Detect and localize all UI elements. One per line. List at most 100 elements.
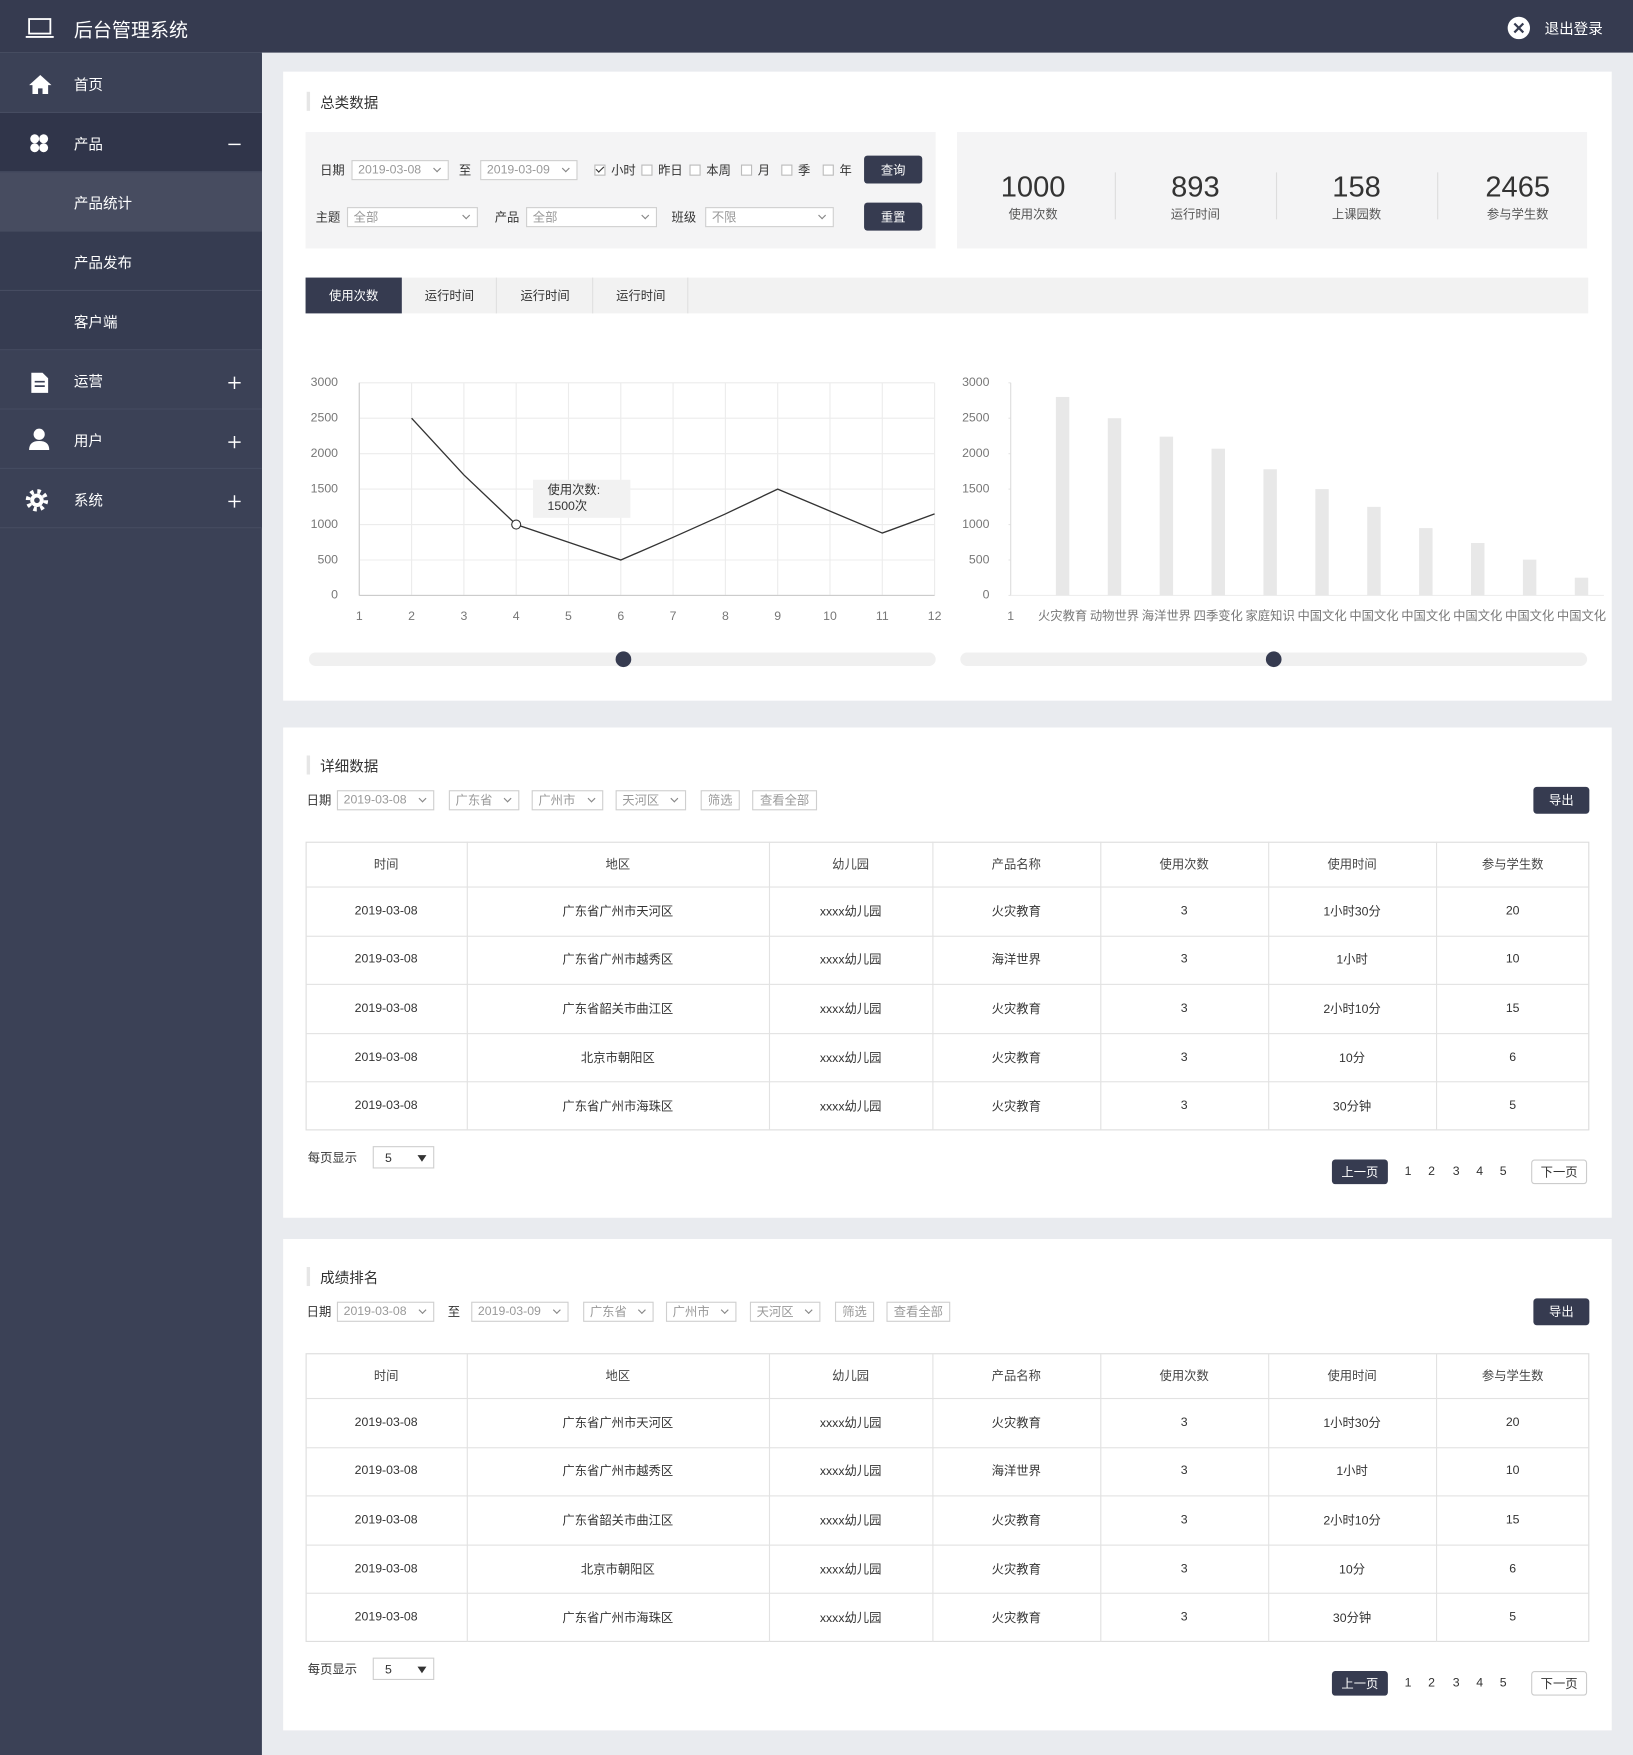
- select[interactable]: [471, 1301, 569, 1322]
- button[interactable]: [834, 1301, 875, 1322]
- tab-label: 使用次数: [329, 289, 379, 304]
- label: 产品: [494, 211, 520, 225]
- table-cell: 2019-03-08: [354, 1513, 418, 1527]
- page-number[interactable]: 3: [1452, 1165, 1460, 1179]
- per-page-select[interactable]: [372, 1657, 435, 1681]
- menu-item[interactable]: [0, 409, 262, 469]
- select[interactable]: [351, 160, 449, 181]
- button[interactable]: [864, 202, 923, 231]
- button[interactable]: [1531, 1159, 1588, 1185]
- button[interactable]: [1531, 1671, 1588, 1696]
- table-cell: 10分: [1339, 1051, 1366, 1066]
- button[interactable]: [1533, 1298, 1590, 1326]
- stat-value: 1000: [1000, 169, 1066, 204]
- button[interactable]: [864, 155, 923, 184]
- per-page-label: 每页显示: [307, 1151, 358, 1166]
- select[interactable]: [346, 207, 478, 228]
- button-label: 下一页: [1540, 1677, 1578, 1692]
- bar: [1471, 542, 1485, 596]
- logout-link[interactable]: 退出登录: [1544, 20, 1603, 38]
- page-number[interactable]: 4: [1476, 1165, 1484, 1179]
- table-cell: 2小时10分: [1323, 1514, 1381, 1528]
- select[interactable]: [583, 1301, 654, 1322]
- label: 季: [798, 164, 811, 178]
- table-cell: xxxx幼儿园: [819, 1465, 882, 1479]
- table-cell: 10分: [1339, 1563, 1366, 1577]
- page-number[interactable]: 5: [1499, 1676, 1507, 1691]
- button[interactable]: [752, 790, 818, 811]
- page-number[interactable]: 1: [1404, 1676, 1412, 1691]
- menu-item[interactable]: [0, 291, 262, 351]
- checkbox[interactable]: [781, 164, 793, 176]
- gear-hole: [34, 497, 40, 504]
- select[interactable]: [615, 790, 687, 811]
- app-title: 后台管理系统: [73, 19, 189, 41]
- tooltip-title: 使用次数:: [548, 482, 601, 497]
- page-number[interactable]: 4: [1476, 1676, 1484, 1691]
- select[interactable]: [749, 1301, 821, 1322]
- select[interactable]: [665, 1301, 737, 1322]
- y-tick-label: 500: [969, 552, 990, 566]
- column-divider: [1436, 1353, 1438, 1642]
- select-value: 2019-03-09: [486, 163, 550, 177]
- page-number[interactable]: 2: [1428, 1165, 1435, 1179]
- per-page-select[interactable]: [372, 1146, 435, 1169]
- page-number[interactable]: 5: [1499, 1165, 1507, 1179]
- menu-item[interactable]: [0, 468, 262, 529]
- button[interactable]: [1331, 1159, 1388, 1185]
- select[interactable]: [448, 790, 520, 811]
- column-header: 地区: [605, 1369, 631, 1384]
- label: 小时: [611, 164, 636, 178]
- dot: [30, 134, 40, 144]
- tab[interactable]: [401, 277, 497, 314]
- table-cell: xxxx幼儿园: [819, 1416, 882, 1431]
- table-cell: 3: [1180, 1050, 1188, 1064]
- checkbox[interactable]: [822, 164, 834, 176]
- button[interactable]: [700, 790, 740, 811]
- button[interactable]: [886, 1301, 951, 1322]
- checkbox[interactable]: [641, 164, 653, 176]
- column-divider: [466, 841, 468, 1131]
- page-number[interactable]: 2: [1428, 1676, 1435, 1691]
- menu-item[interactable]: [0, 231, 262, 292]
- slider-knob[interactable]: [1265, 651, 1282, 668]
- page-number[interactable]: 3: [1452, 1676, 1460, 1691]
- checkbox[interactable]: [594, 164, 606, 176]
- button[interactable]: [1533, 786, 1590, 814]
- page-number[interactable]: 1: [1404, 1165, 1412, 1179]
- tab[interactable]: [305, 277, 402, 314]
- select[interactable]: [531, 790, 604, 811]
- checkbox[interactable]: [689, 164, 701, 176]
- tab[interactable]: [593, 277, 689, 314]
- select[interactable]: [705, 207, 834, 228]
- select-value: 2019-03-08: [343, 793, 407, 807]
- table-cell: 3: [1180, 952, 1188, 967]
- select[interactable]: [336, 790, 435, 811]
- table-cell: 2019-03-08: [354, 952, 418, 967]
- select[interactable]: [480, 160, 578, 181]
- select[interactable]: [526, 207, 658, 228]
- dot: [39, 143, 49, 153]
- button-label: 查看全部: [759, 794, 810, 809]
- x-tick-label: 6: [617, 609, 624, 623]
- x-tick-label: 中国文化: [1349, 608, 1398, 623]
- table-cell: 2019-03-08: [354, 904, 418, 918]
- x-tick-label: 10: [823, 609, 837, 623]
- slider-knob[interactable]: [615, 651, 632, 668]
- select[interactable]: [336, 1301, 435, 1322]
- menu-label: 产品统计: [73, 195, 133, 213]
- menu-label: 产品: [73, 135, 103, 153]
- select-value: 不限: [711, 211, 737, 225]
- bar: [1055, 396, 1070, 596]
- button[interactable]: [1331, 1671, 1388, 1696]
- table-cell: xxxx幼儿园: [819, 1563, 882, 1577]
- menu-item[interactable]: [0, 172, 262, 232]
- checkbox[interactable]: [740, 164, 753, 176]
- stat-value: 2465: [1485, 169, 1551, 204]
- tab[interactable]: [497, 277, 593, 314]
- expand-icons[interactable]: [228, 376, 241, 508]
- select-value: 广州市: [672, 1306, 710, 1320]
- table-cell: 火灾教育: [991, 1611, 1041, 1626]
- button-label: 查看全部: [893, 1306, 943, 1320]
